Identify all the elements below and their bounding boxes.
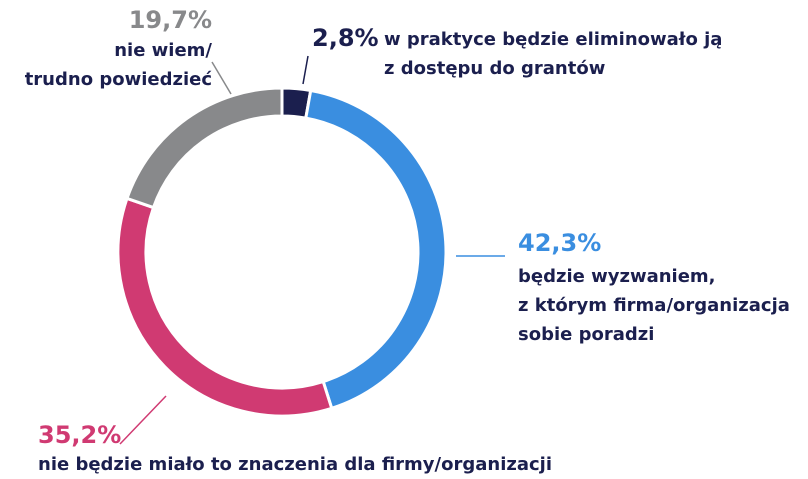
value-label: 42,3% — [518, 229, 602, 257]
category-label: nie wiem/ trudno powiedzieć — [24, 40, 212, 90]
value-label: 19,7% — [128, 6, 212, 34]
donut-segment — [304, 88, 448, 411]
donut-segment — [116, 196, 334, 418]
category-label: nie będzie miało to znaczenia dla firmy/… — [38, 454, 553, 475]
donut-segment — [125, 86, 284, 210]
leader-line — [211, 61, 232, 95]
value-label: 2,8% — [312, 24, 379, 52]
leader-line — [302, 55, 309, 85]
category-label: w praktyce będzie eliminowało ją z dostę… — [384, 29, 723, 79]
value-label: 35,2% — [38, 421, 122, 449]
category-label: będzie wyzwaniem, z którym firma/organiz… — [518, 266, 790, 345]
leader-line — [119, 395, 167, 445]
